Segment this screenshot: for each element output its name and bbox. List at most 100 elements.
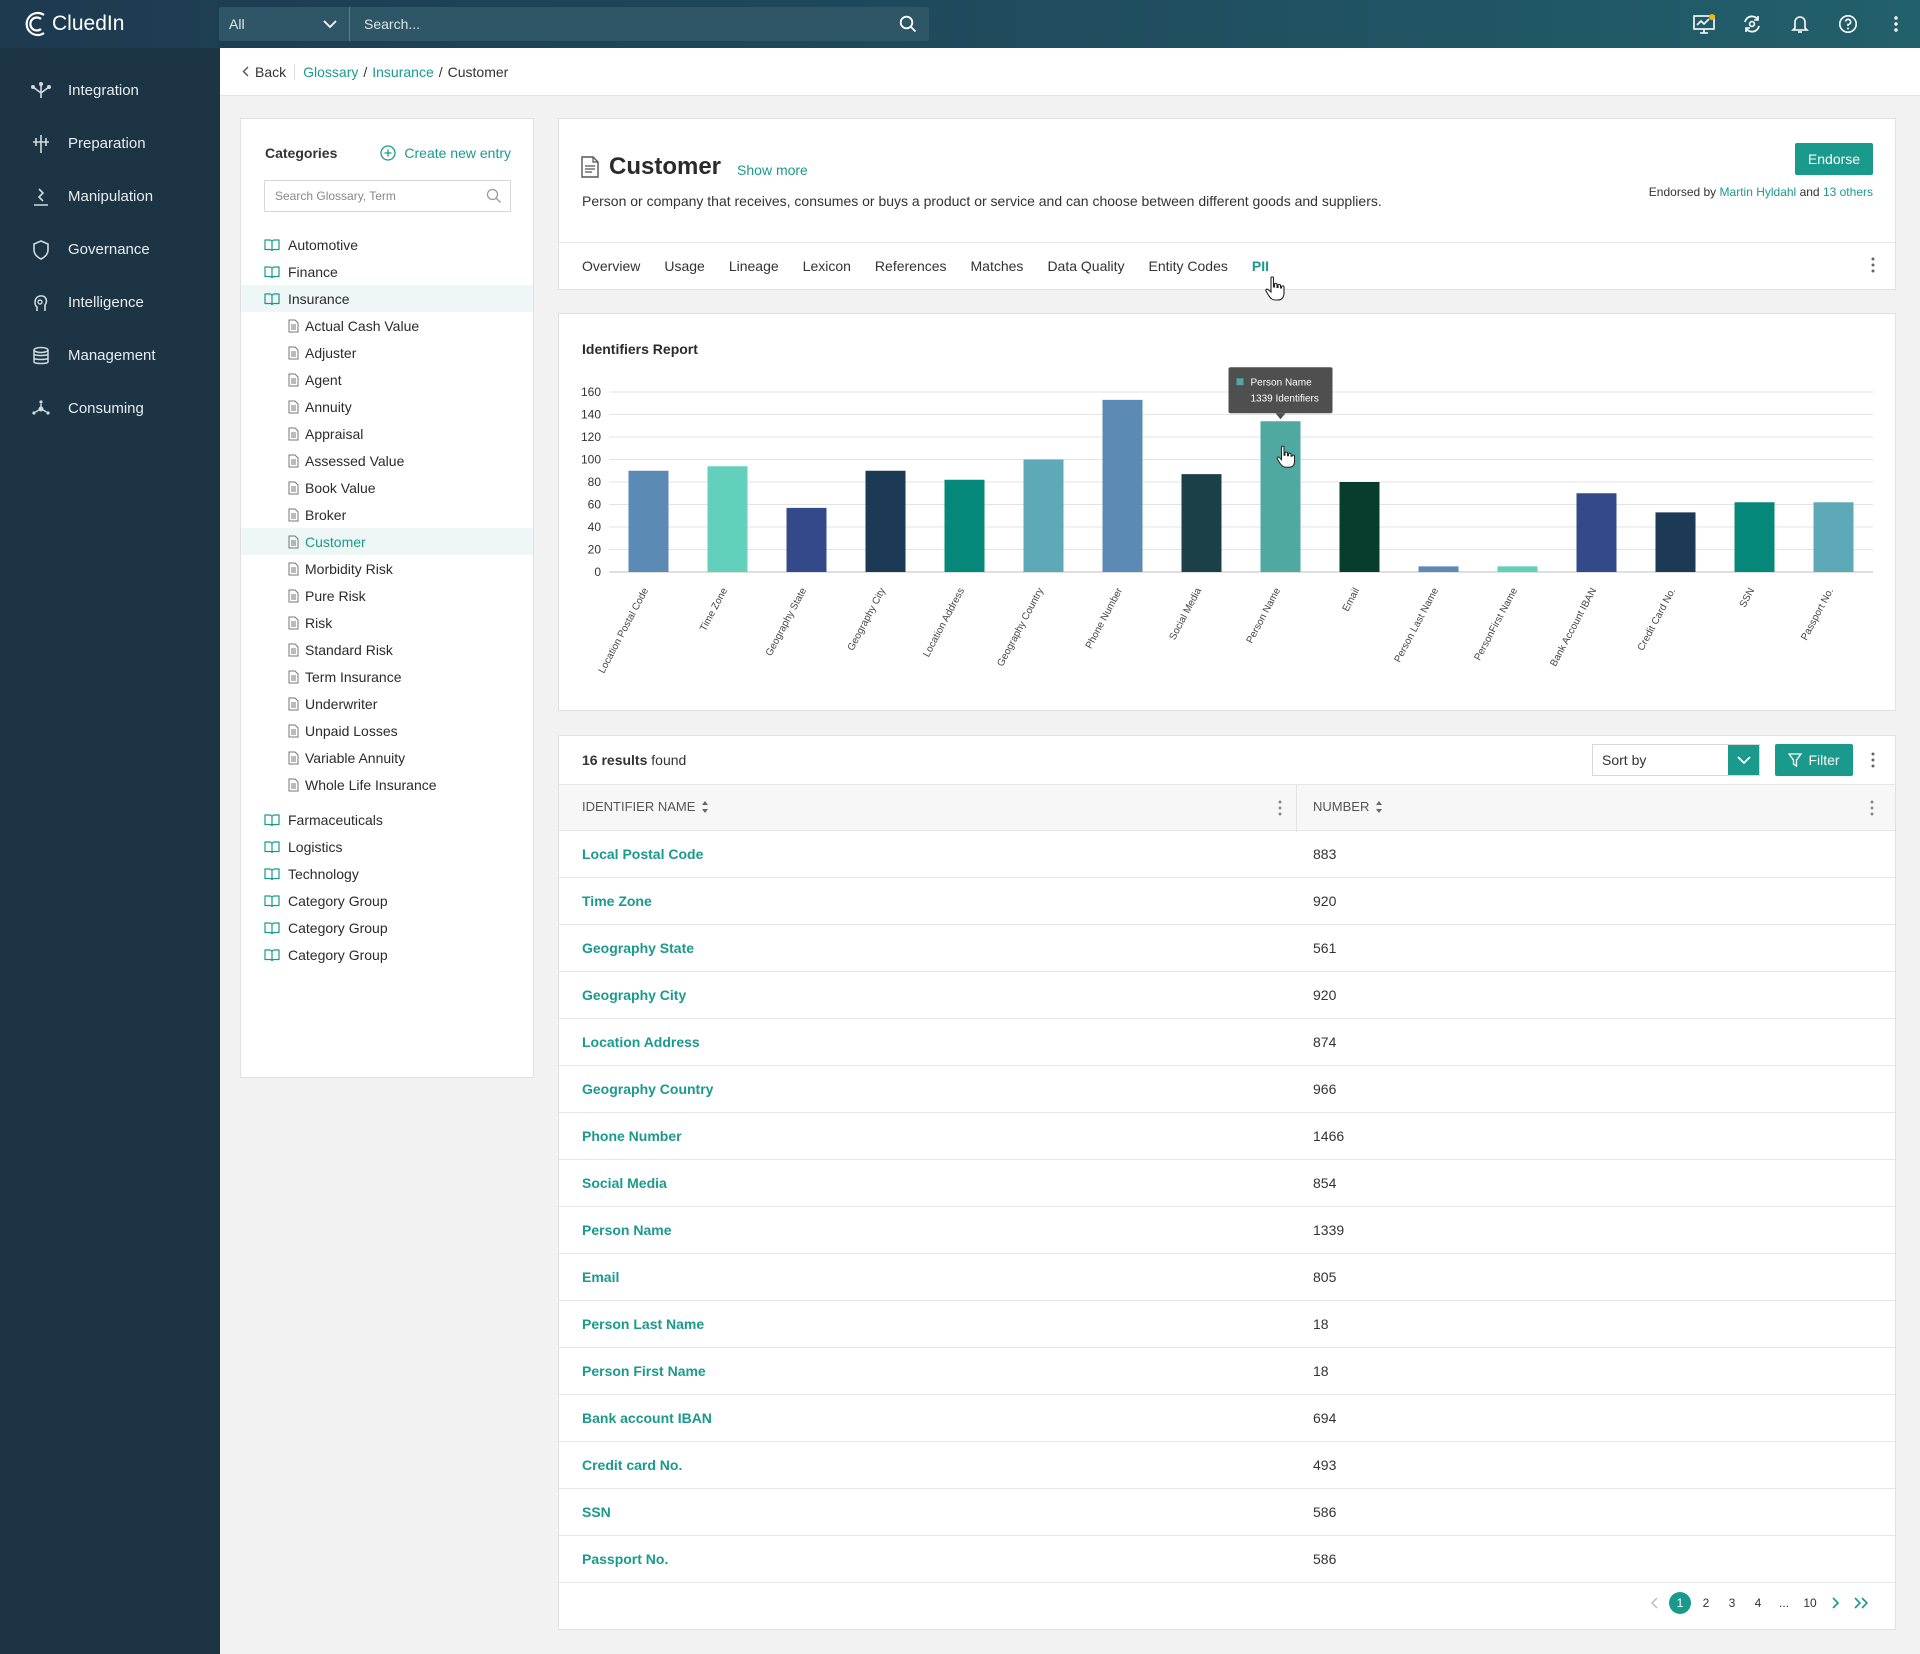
nav-consuming[interactable]: Consuming — [0, 382, 220, 435]
page-button[interactable]: 3 — [1728, 1596, 1736, 1610]
term-item[interactable]: Variable Annuity — [241, 744, 533, 771]
tab-entity-codes[interactable]: Entity Codes — [1148, 258, 1228, 274]
bar[interactable] — [1260, 421, 1301, 572]
identifier-name-link[interactable]: Geography State — [582, 940, 695, 956]
search-button[interactable] — [887, 7, 929, 41]
bar[interactable] — [865, 470, 906, 572]
page-button[interactable]: 2 — [1702, 1596, 1710, 1610]
identifier-name-link[interactable]: Geography Country — [582, 1081, 714, 1097]
tabs-more-button[interactable] — [1863, 255, 1883, 275]
tab-matches[interactable]: Matches — [970, 258, 1024, 274]
glossary-search-input[interactable] — [265, 181, 486, 211]
bar[interactable] — [1339, 482, 1380, 572]
search-scope-select[interactable]: All — [219, 7, 350, 41]
term-item[interactable]: Term Insurance — [241, 663, 533, 690]
last-page-button[interactable] — [1851, 1592, 1873, 1614]
bar[interactable] — [1813, 502, 1854, 572]
column-identifier-name[interactable]: IDENTIFIER NAME — [582, 799, 709, 814]
identifier-name-link[interactable]: Location Address — [582, 1034, 700, 1050]
category-item[interactable]: Category Group — [241, 914, 533, 941]
page-button[interactable]: 4 — [1754, 1596, 1762, 1610]
identifier-name-link[interactable]: Bank account IBAN — [582, 1410, 712, 1426]
bar[interactable] — [1497, 566, 1538, 572]
column-menu-button[interactable] — [1270, 798, 1290, 818]
term-item[interactable]: Book Value — [241, 474, 533, 501]
identifier-name-link[interactable]: Credit card No. — [582, 1457, 683, 1473]
identifier-name-link[interactable]: Geography City — [582, 987, 687, 1003]
previous-page-button[interactable] — [1643, 1592, 1665, 1614]
term-item[interactable]: Agent — [241, 366, 533, 393]
next-page-button[interactable] — [1825, 1592, 1847, 1614]
category-item[interactable]: Category Group — [241, 887, 533, 914]
nav-governance[interactable]: Governance — [0, 223, 220, 276]
tab-overview[interactable]: Overview — [582, 258, 641, 274]
tab-data-quality[interactable]: Data Quality — [1047, 258, 1125, 274]
endorse-button[interactable]: Endorse — [1795, 143, 1873, 175]
term-item[interactable]: Pure Risk — [241, 582, 533, 609]
term-item[interactable]: Customer — [241, 528, 533, 555]
search-input[interactable] — [350, 7, 887, 41]
nav-management[interactable]: Management — [0, 329, 220, 382]
bar[interactable] — [944, 479, 985, 572]
term-item[interactable]: Underwriter — [241, 690, 533, 717]
help-button[interactable] — [1824, 0, 1872, 48]
term-item[interactable]: Appraisal — [241, 420, 533, 447]
nav-integration[interactable]: Integration — [0, 64, 220, 117]
bar[interactable] — [1655, 512, 1696, 572]
breadcrumb-glossary-link[interactable]: Glossary — [303, 63, 359, 80]
identifier-name-link[interactable]: Person Name — [582, 1222, 672, 1238]
identifier-name-link[interactable]: Social Media — [582, 1175, 667, 1191]
category-item[interactable]: Insurance — [241, 285, 533, 312]
bar[interactable] — [1576, 493, 1617, 572]
tab-pii[interactable]: PII — [1251, 258, 1269, 274]
back-button[interactable]: Back — [242, 63, 296, 80]
filter-button[interactable]: Filter — [1775, 744, 1853, 776]
category-item[interactable]: Logistics — [241, 833, 533, 860]
page-button[interactable]: 10 — [1803, 1596, 1817, 1610]
bar[interactable] — [1734, 502, 1775, 572]
identifier-name-link[interactable]: Phone Number — [582, 1128, 682, 1144]
bar[interactable] — [628, 470, 669, 572]
identifier-name-link[interactable]: Person Last Name — [582, 1316, 705, 1332]
column-number[interactable]: NUMBER — [1313, 799, 1383, 814]
tab-lineage[interactable]: Lineage — [728, 258, 779, 274]
tab-lexicon[interactable]: Lexicon — [802, 258, 851, 274]
tab-references[interactable]: References — [874, 258, 947, 274]
identifier-name-link[interactable]: Time Zone — [582, 893, 652, 909]
nav-preparation[interactable]: Preparation — [0, 117, 220, 170]
bar[interactable] — [1418, 566, 1459, 572]
nav-intelligence[interactable]: Intelligence — [0, 276, 220, 329]
bar[interactable] — [1181, 474, 1222, 572]
term-item[interactable]: Adjuster — [241, 339, 533, 366]
term-item[interactable]: Standard Risk — [241, 636, 533, 663]
more-options-button[interactable] — [1872, 0, 1920, 48]
term-item[interactable]: Assessed Value — [241, 447, 533, 474]
category-item[interactable]: Finance — [241, 258, 533, 285]
term-item[interactable]: Annuity — [241, 393, 533, 420]
tab-usage[interactable]: Usage — [664, 258, 705, 274]
bar[interactable] — [1023, 459, 1064, 573]
column-menu-button[interactable] — [1862, 798, 1882, 818]
category-item[interactable]: Category Group — [241, 941, 533, 968]
identifier-name-link[interactable]: SSN — [582, 1504, 611, 1520]
bar[interactable] — [1102, 399, 1143, 572]
sync-button[interactable] — [1728, 0, 1776, 48]
term-item[interactable]: Unpaid Losses — [241, 717, 533, 744]
category-item[interactable]: Automotive — [241, 231, 533, 258]
table-more-button[interactable] — [1863, 750, 1883, 770]
page-button[interactable]: 1 — [1669, 1592, 1691, 1614]
notifications-button[interactable] — [1776, 0, 1824, 48]
term-item[interactable]: Morbidity Risk — [241, 555, 533, 582]
nav-manipulation[interactable]: Manipulation — [0, 170, 220, 223]
sort-dropdown-toggle[interactable] — [1728, 745, 1759, 775]
identifier-name-link[interactable]: Person First Name — [582, 1363, 706, 1379]
term-item[interactable]: Risk — [241, 609, 533, 636]
breadcrumb-insurance-link[interactable]: Insurance — [372, 63, 434, 80]
endorsed-others-link[interactable]: 13 others — [1822, 185, 1873, 199]
term-item[interactable]: Actual Cash Value — [241, 312, 533, 339]
identifier-name-link[interactable]: Passport No. — [582, 1551, 669, 1567]
cluedin-logo[interactable]: CluedIn — [24, 9, 124, 39]
show-more-link[interactable]: Show more — [737, 162, 808, 178]
identifier-name-link[interactable]: Email — [582, 1269, 620, 1285]
bar[interactable] — [786, 507, 827, 572]
